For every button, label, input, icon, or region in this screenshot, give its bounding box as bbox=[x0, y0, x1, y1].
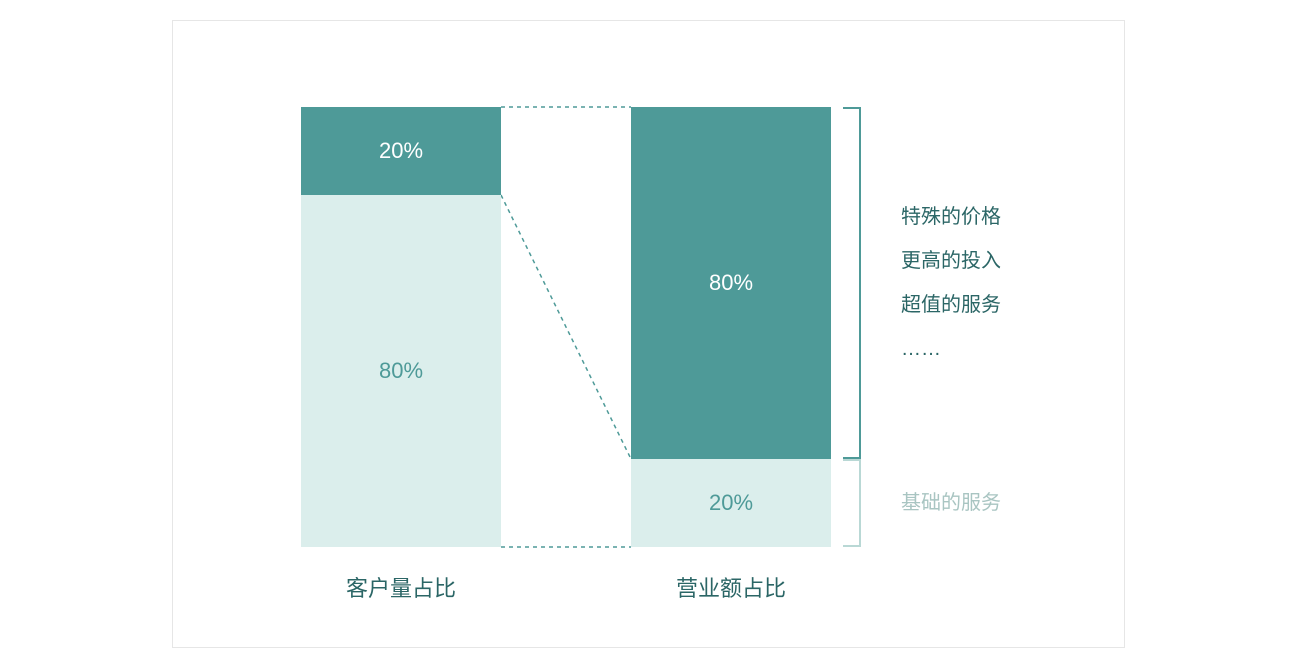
bracket-upper bbox=[843, 107, 861, 459]
segment-customers-bottom: 80% bbox=[301, 195, 501, 547]
annotation-line: 特殊的价格 bbox=[901, 195, 1001, 239]
annotation-line: …… bbox=[901, 327, 1001, 371]
chart-frame: 20%80%客户量占比80%20%营业额占比特殊的价格更高的投入超值的服务……基… bbox=[172, 20, 1125, 648]
bracket-lower bbox=[843, 459, 861, 547]
annotation-line: 超值的服务 bbox=[901, 283, 1001, 327]
annotation-lower: 基础的服务 bbox=[901, 481, 1001, 525]
annotation-line: 基础的服务 bbox=[901, 481, 1001, 525]
axis-label-customers: 客户量占比 bbox=[301, 571, 501, 603]
bar-customers: 20%80% bbox=[301, 107, 501, 547]
annotation-upper: 特殊的价格更高的投入超值的服务…… bbox=[901, 195, 1001, 371]
segment-customers-top: 20% bbox=[301, 107, 501, 195]
segment-revenue-top: 80% bbox=[631, 107, 831, 459]
connector-0 bbox=[501, 106, 631, 108]
chart-area: 20%80%客户量占比80%20%营业额占比特殊的价格更高的投入超值的服务……基… bbox=[301, 107, 1101, 607]
connector-2 bbox=[501, 546, 631, 548]
bar-revenue: 80%20% bbox=[631, 107, 831, 547]
segment-revenue-bottom: 20% bbox=[631, 459, 831, 547]
connector-1 bbox=[501, 194, 631, 458]
axis-label-revenue: 营业额占比 bbox=[631, 571, 831, 603]
annotation-line: 更高的投入 bbox=[901, 239, 1001, 283]
